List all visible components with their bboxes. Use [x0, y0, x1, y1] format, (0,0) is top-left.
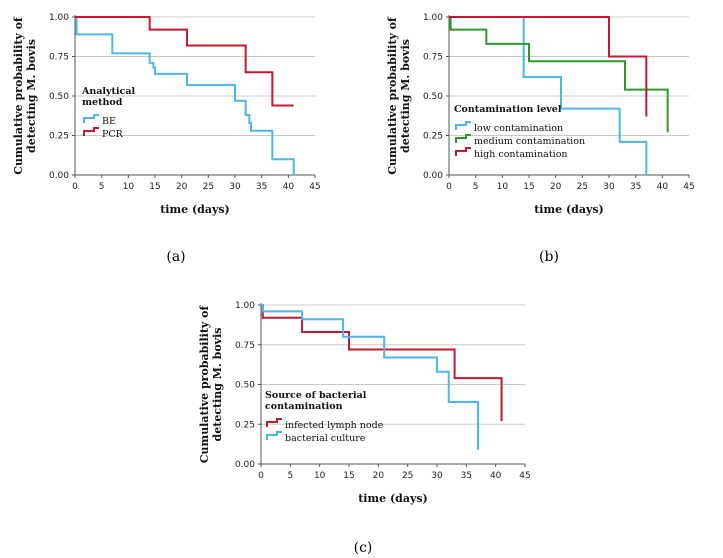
x-axis-label: time (days) — [160, 203, 230, 216]
y-axis-label-line: Cumulative probability of — [198, 305, 211, 464]
x-tick-label: 35 — [630, 182, 641, 192]
legend-title: contamination — [265, 401, 343, 412]
x-tick-label: 0 — [258, 471, 264, 481]
series-line-pcr — [75, 16, 294, 107]
y-tick-label: 0.00 — [423, 171, 443, 181]
x-tick-label: 20 — [550, 182, 562, 192]
x-tick-label: 10 — [497, 182, 509, 192]
y-tick-label: 1.00 — [235, 301, 255, 311]
legend-entry: high contamination — [474, 149, 568, 160]
x-tick-label: 40 — [657, 182, 669, 192]
x-tick-label: 35 — [256, 182, 267, 192]
legend-entry: low contamination — [474, 123, 563, 134]
x-axis-label: time (days) — [358, 492, 428, 505]
x-axis-label: time (days) — [534, 203, 604, 216]
x-tick-label: 15 — [149, 182, 160, 192]
legend-swatch — [83, 127, 99, 136]
y-tick-label: 0.75 — [423, 53, 443, 63]
series-line-medium-contamination — [449, 16, 669, 133]
legend-title: Source of bacterial — [265, 390, 367, 401]
y-tick-label: 0.25 — [235, 420, 255, 430]
legend-entry: medium contamination — [474, 136, 585, 147]
x-tick-label: 10 — [123, 182, 135, 192]
x-tick-label: 5 — [473, 182, 479, 192]
y-tick-label: 0.50 — [49, 92, 69, 102]
x-tick-label: 10 — [314, 471, 326, 481]
legend-swatch — [83, 114, 99, 123]
chart-panel-3: 0.00 0.25 0.50 0.75 1.00 0 5 10 15 20 25 30 35 40 45 ti… — [198, 301, 531, 556]
y-tick-label: 0.50 — [423, 92, 443, 102]
y-axis-label: Cumulative probability ofdetecting M. bo… — [198, 305, 224, 464]
x-tick-label: 30 — [431, 471, 443, 481]
legend-entry: bacterial culture — [285, 433, 366, 444]
legend-swatch — [455, 147, 471, 156]
y-axis-label-line: Cumulative probability of — [12, 16, 25, 175]
y-tick-label: 0.75 — [235, 341, 255, 351]
legend-swatch — [266, 431, 282, 440]
panel-label: (b) — [539, 249, 559, 265]
x-tick-label: 0 — [446, 182, 452, 192]
series-line-low-contamination — [449, 16, 648, 175]
y-axis-label-line: detecting M. bovis — [25, 39, 38, 153]
legend-entry: PCR — [102, 129, 124, 140]
y-tick-label: 0.25 — [49, 132, 69, 142]
legend-title: Analytical — [81, 86, 135, 97]
legend: Contamination level low contamination medi… — [454, 104, 585, 160]
x-tick-label: 45 — [309, 182, 320, 192]
x-tick-label: 45 — [683, 182, 694, 192]
x-tick-label: 30 — [603, 182, 615, 192]
x-tick-label: 5 — [287, 471, 293, 481]
y-axis-label: Cumulative probability ofdetecting M. bo… — [386, 16, 412, 175]
panel-label: (c) — [354, 540, 373, 556]
y-tick-label: 1.00 — [423, 13, 443, 23]
y-axis-label-line: Cumulative probability of — [386, 16, 399, 175]
legend-swatch — [266, 418, 282, 427]
x-tick-label: 25 — [402, 471, 413, 481]
y-tick-label: 0.00 — [49, 171, 69, 181]
x-tick-label: 30 — [229, 182, 241, 192]
legend-swatch — [455, 121, 471, 130]
x-tick-label: 15 — [343, 471, 354, 481]
y-axis-label-line: detecting M. bovis — [399, 39, 412, 153]
legend-title: Contamination level — [454, 104, 562, 115]
y-tick-label: 0.50 — [235, 381, 255, 391]
x-tick-label: 25 — [577, 182, 588, 192]
panel-label: (a) — [166, 249, 185, 265]
x-tick-label: 25 — [203, 182, 214, 192]
x-tick-label: 0 — [72, 182, 78, 192]
legend-entry: infected lymph node — [285, 420, 384, 431]
legend-entry: BE — [102, 116, 116, 127]
series-line-bacterial-culture — [261, 304, 480, 450]
y-tick-label: 1.00 — [49, 13, 69, 23]
y-tick-label: 0.75 — [49, 53, 69, 63]
legend-swatch — [455, 134, 471, 143]
legend-title: method — [82, 97, 123, 108]
series-line-be — [75, 16, 295, 175]
x-tick-label: 20 — [176, 182, 188, 192]
x-tick-label: 45 — [519, 471, 530, 481]
y-tick-label: 0.25 — [423, 132, 443, 142]
series-line-high-contamination — [449, 16, 648, 117]
series-line-infected-lymph-node — [261, 304, 503, 422]
y-axis-label: Cumulative probability ofdetecting M. bo… — [12, 16, 38, 175]
x-tick-label: 35 — [461, 471, 472, 481]
x-tick-label: 20 — [373, 471, 385, 481]
x-tick-label: 40 — [283, 182, 295, 192]
x-tick-label: 40 — [490, 471, 502, 481]
y-tick-label: 0.00 — [235, 460, 255, 470]
x-tick-label: 15 — [523, 182, 534, 192]
x-tick-label: 5 — [99, 182, 105, 192]
chart-panel-1: 0.00 0.25 0.50 0.75 1.00 0 5 10 15 20 25 30 35 40 45 ti… — [12, 13, 321, 265]
chart-panel-2: 0.00 0.25 0.50 0.75 1.00 0 5 10 15 20 25 30 35 40 45 ti… — [386, 13, 695, 265]
y-axis-label-line: detecting M. bovis — [211, 328, 224, 442]
